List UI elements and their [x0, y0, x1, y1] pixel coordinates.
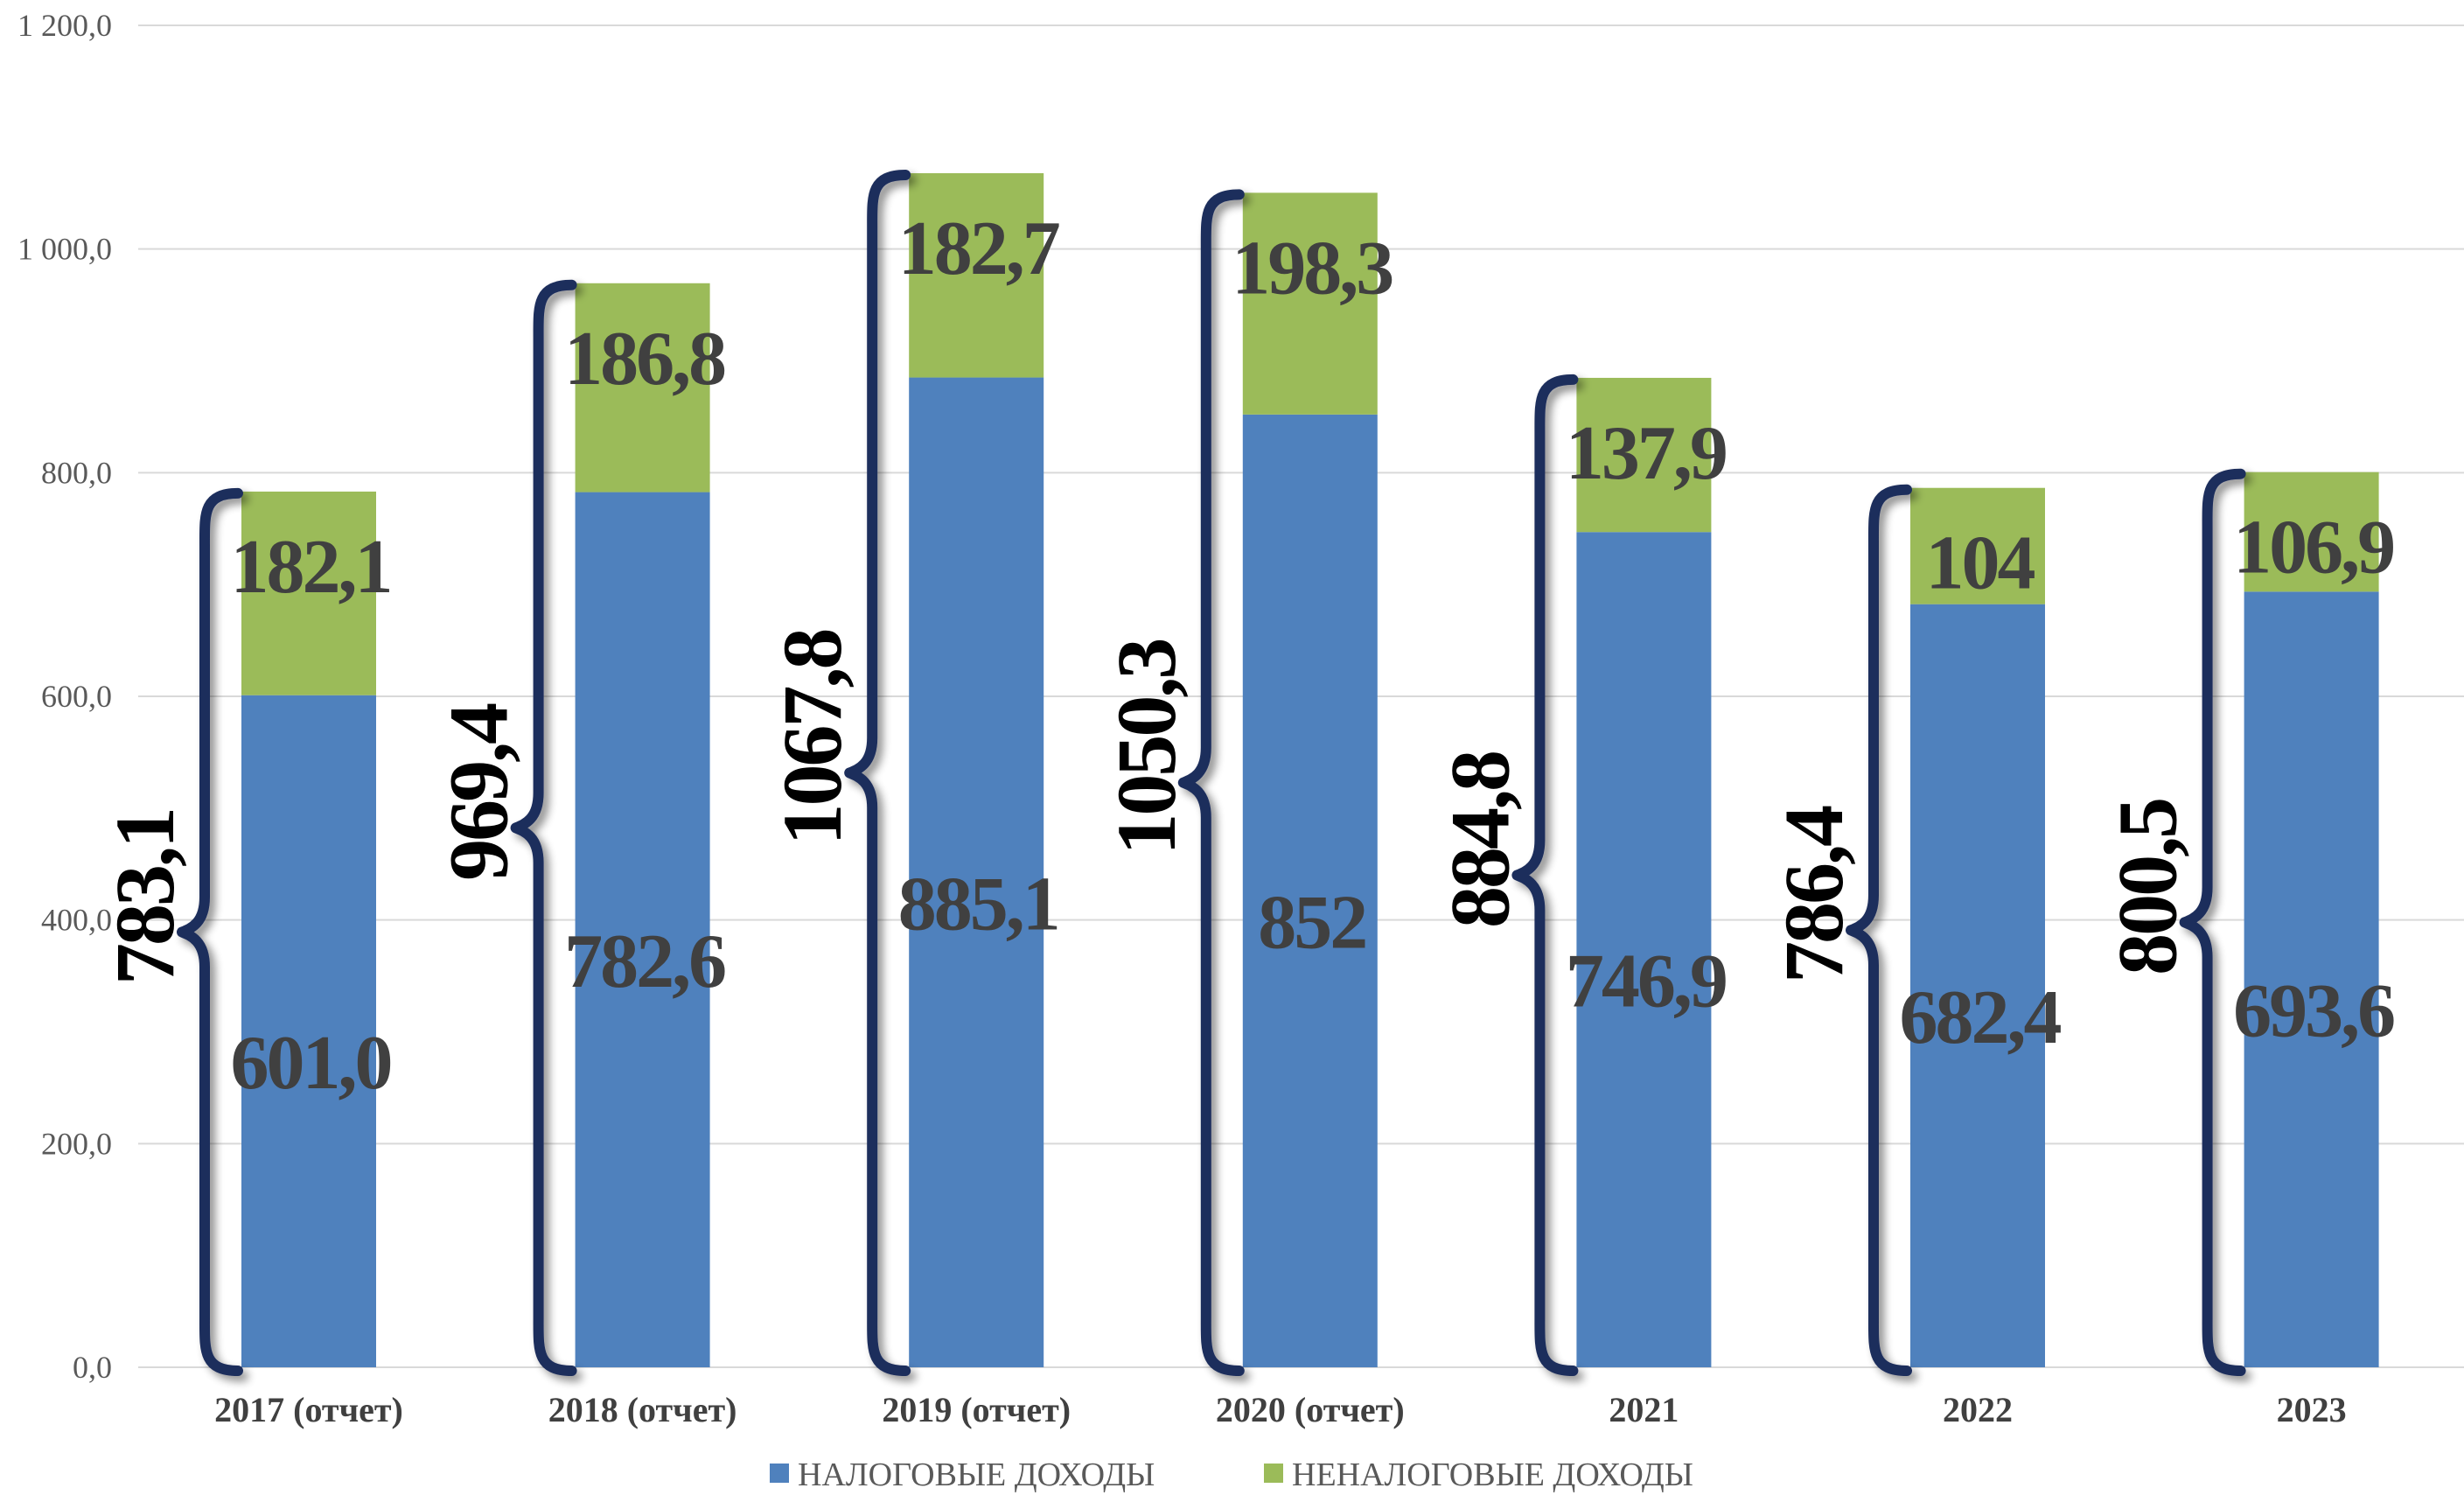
- total-value-label: 786,4: [1767, 806, 1860, 983]
- x-category-label: 2019 (отчет): [882, 1390, 1071, 1429]
- y-tick-label: 600,0: [41, 679, 112, 714]
- tax-value-label: 852: [1258, 880, 1365, 965]
- total-brace: [510, 279, 577, 1376]
- bars: [241, 172, 2379, 1368]
- total-value-label: 1067,8: [765, 630, 859, 845]
- bar-nontax-revenue: [909, 172, 1044, 378]
- bar-tax-revenue: [575, 492, 710, 1367]
- bar-tax-revenue: [1576, 532, 1712, 1367]
- total-brace: [2179, 468, 2246, 1376]
- total-value-label: 783,1: [98, 809, 192, 985]
- nontax-value-label: 106,9: [2233, 506, 2393, 590]
- tax-value-label: 885,1: [898, 862, 1058, 947]
- bar-nontax-revenue: [2244, 472, 2379, 592]
- nontax-value-label: 104: [1926, 521, 2035, 606]
- x-category-label: 2020 (отчет): [1216, 1390, 1405, 1429]
- x-axis-categories: 2017 (отчет) 2018 (отчет) 2019 (отчет) 2020…: [214, 1390, 2346, 1429]
- y-tick-label: 800,0: [41, 455, 112, 490]
- total-brace: [177, 487, 243, 1376]
- nontax-value-label: 182,7: [898, 206, 1059, 291]
- legend-label-nontax: НЕНАЛОГОВЫЕ ДОХОДЫ: [1292, 1457, 1693, 1493]
- y-axis-ticks: 0,0 200,0 400,0 600,0 800,0 1 000,0 1 200,0: [17, 8, 112, 1385]
- y-tick-label: 200,0: [41, 1126, 112, 1161]
- tax-value-label: 746,9: [1566, 940, 1726, 1024]
- nontax-value-label: 182,1: [231, 525, 391, 610]
- total-value-label: 969,4: [432, 703, 526, 881]
- x-category-label: 2023: [2277, 1390, 2347, 1429]
- legend-label-tax: НАЛОГОВЫЕ ДОХОДЫ: [798, 1457, 1155, 1493]
- bar-nontax-revenue: [1242, 192, 1378, 415]
- x-category-label: 2021: [1609, 1390, 1679, 1429]
- bar-tax-revenue: [1242, 414, 1378, 1367]
- legend: НАЛОГОВЫЕ ДОХОДЫ НЕНАЛОГОВЫЕ ДОХОДЫ: [770, 1457, 1693, 1493]
- bar-nontax-revenue: [1576, 377, 1712, 533]
- y-tick-label: 0,0: [73, 1350, 112, 1385]
- total-brace: [1177, 189, 1245, 1376]
- data-labels: 783,1 182,1 601,0 969,4 186,8 782,6 1067,8 182,…: [98, 206, 2397, 1106]
- x-category-label: 2017 (отчет): [214, 1390, 403, 1429]
- nontax-value-label: 198,3: [1232, 226, 1392, 311]
- bar-tax-revenue: [241, 695, 376, 1367]
- nontax-value-label: 137,9: [1566, 411, 1726, 496]
- tax-value-label: 782,6: [564, 919, 725, 1004]
- total-value-label: 1050,3: [1099, 640, 1193, 856]
- bar-tax-revenue: [909, 377, 1044, 1368]
- total-brace: [844, 169, 911, 1376]
- tax-value-label: 682,4: [1900, 975, 2062, 1060]
- total-brace: [1846, 484, 1912, 1376]
- legend-swatch-nontax: [1264, 1464, 1283, 1483]
- y-tick-label: 400,0: [41, 903, 112, 938]
- y-tick-label: 1 200,0: [17, 8, 112, 43]
- legend-swatch-tax: [770, 1464, 789, 1483]
- total-brace: [1511, 374, 1579, 1376]
- tax-value-label: 693,6: [2233, 969, 2394, 1054]
- bar-tax-revenue: [1910, 604, 2045, 1367]
- x-category-label: 2022: [1943, 1390, 2013, 1429]
- bar-nontax-revenue: [575, 283, 710, 493]
- braces: [177, 169, 2246, 1376]
- bar-tax-revenue: [2244, 591, 2379, 1367]
- bar-nontax-revenue: [1910, 487, 2045, 604]
- total-value-label: 884,8: [1433, 752, 1526, 928]
- total-value-label: 800,5: [2101, 800, 2195, 975]
- y-tick-label: 1 000,0: [17, 232, 112, 267]
- bar-nontax-revenue: [241, 491, 376, 695]
- tax-value-label: 601,0: [231, 1021, 391, 1106]
- x-category-label: 2018 (отчет): [548, 1390, 737, 1429]
- nontax-value-label: 186,8: [564, 317, 725, 402]
